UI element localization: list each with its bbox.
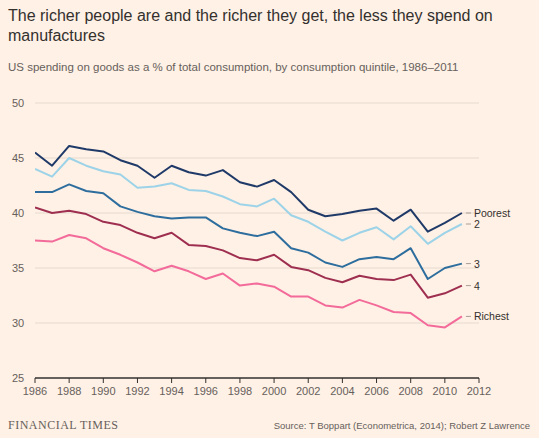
y-tick-label: 50 — [12, 97, 24, 109]
x-tick — [205, 378, 206, 383]
series-label: 2 — [474, 218, 480, 230]
grid-line — [35, 323, 479, 324]
x-tick — [444, 378, 445, 383]
branding: FINANCIAL TIMES — [8, 418, 119, 432]
label-leader — [466, 285, 471, 286]
plot-area — [35, 146, 462, 328]
source: Source: T Boppart (Econometrica, 2014); … — [274, 420, 530, 431]
series-label: Richest — [474, 310, 509, 322]
x-tick-label: 2010 — [433, 385, 457, 397]
y-tick-label: 25 — [12, 372, 24, 384]
grid-line — [35, 268, 479, 269]
x-tick — [137, 378, 138, 383]
series-line — [35, 184, 462, 279]
label-leader — [466, 213, 471, 214]
x-tick-label: 2006 — [364, 385, 388, 397]
subtitle: US spending on goods as a % of total con… — [8, 61, 459, 73]
x-tick-label: 1986 — [23, 385, 47, 397]
grid-line — [35, 158, 479, 159]
series-line — [35, 158, 462, 244]
title-line: manufactures — [8, 27, 105, 44]
x-tick — [410, 378, 411, 383]
x-tick — [274, 378, 275, 383]
x-axis — [35, 378, 479, 379]
x-tick-label: 2000 — [262, 385, 286, 397]
x-tick-label: 1994 — [159, 385, 183, 397]
title-line: The richer people are and the richer the… — [8, 7, 493, 24]
title: The richer people are and the richer the… — [8, 7, 493, 44]
x-tick — [171, 378, 172, 383]
grid-line — [35, 378, 479, 379]
label-leader — [466, 316, 471, 317]
x-tick — [342, 378, 343, 383]
series-label: 3 — [474, 258, 480, 270]
x-tick-label: 2008 — [398, 385, 422, 397]
x-tick-label: 2002 — [296, 385, 320, 397]
x-tick — [479, 378, 480, 383]
background — [0, 0, 539, 438]
x-tick-label: 2004 — [330, 385, 354, 397]
x-tick — [239, 378, 240, 383]
chart: The richer people are and the richer the… — [0, 0, 539, 438]
label-leader — [466, 224, 471, 225]
y-tick-label: 30 — [12, 317, 24, 329]
x-tick — [376, 378, 377, 383]
x-tick-label: 2012 — [467, 385, 491, 397]
x-tick-label: 1998 — [228, 385, 252, 397]
series-label: 4 — [474, 280, 480, 292]
x-tick — [103, 378, 104, 383]
x-tick-label: 1992 — [125, 385, 149, 397]
x-tick — [308, 378, 309, 383]
y-tick-label: 35 — [12, 262, 24, 274]
x-tick-label: 1996 — [194, 385, 218, 397]
x-tick-label: 1988 — [57, 385, 81, 397]
grid-line — [35, 103, 479, 104]
y-tick-label: 40 — [12, 207, 24, 219]
x-tick-label: 1990 — [91, 385, 115, 397]
label-leader — [466, 263, 471, 264]
x-tick — [35, 378, 36, 383]
y-tick-label: 45 — [12, 152, 24, 164]
x-tick — [69, 378, 70, 383]
series-line — [35, 235, 462, 327]
